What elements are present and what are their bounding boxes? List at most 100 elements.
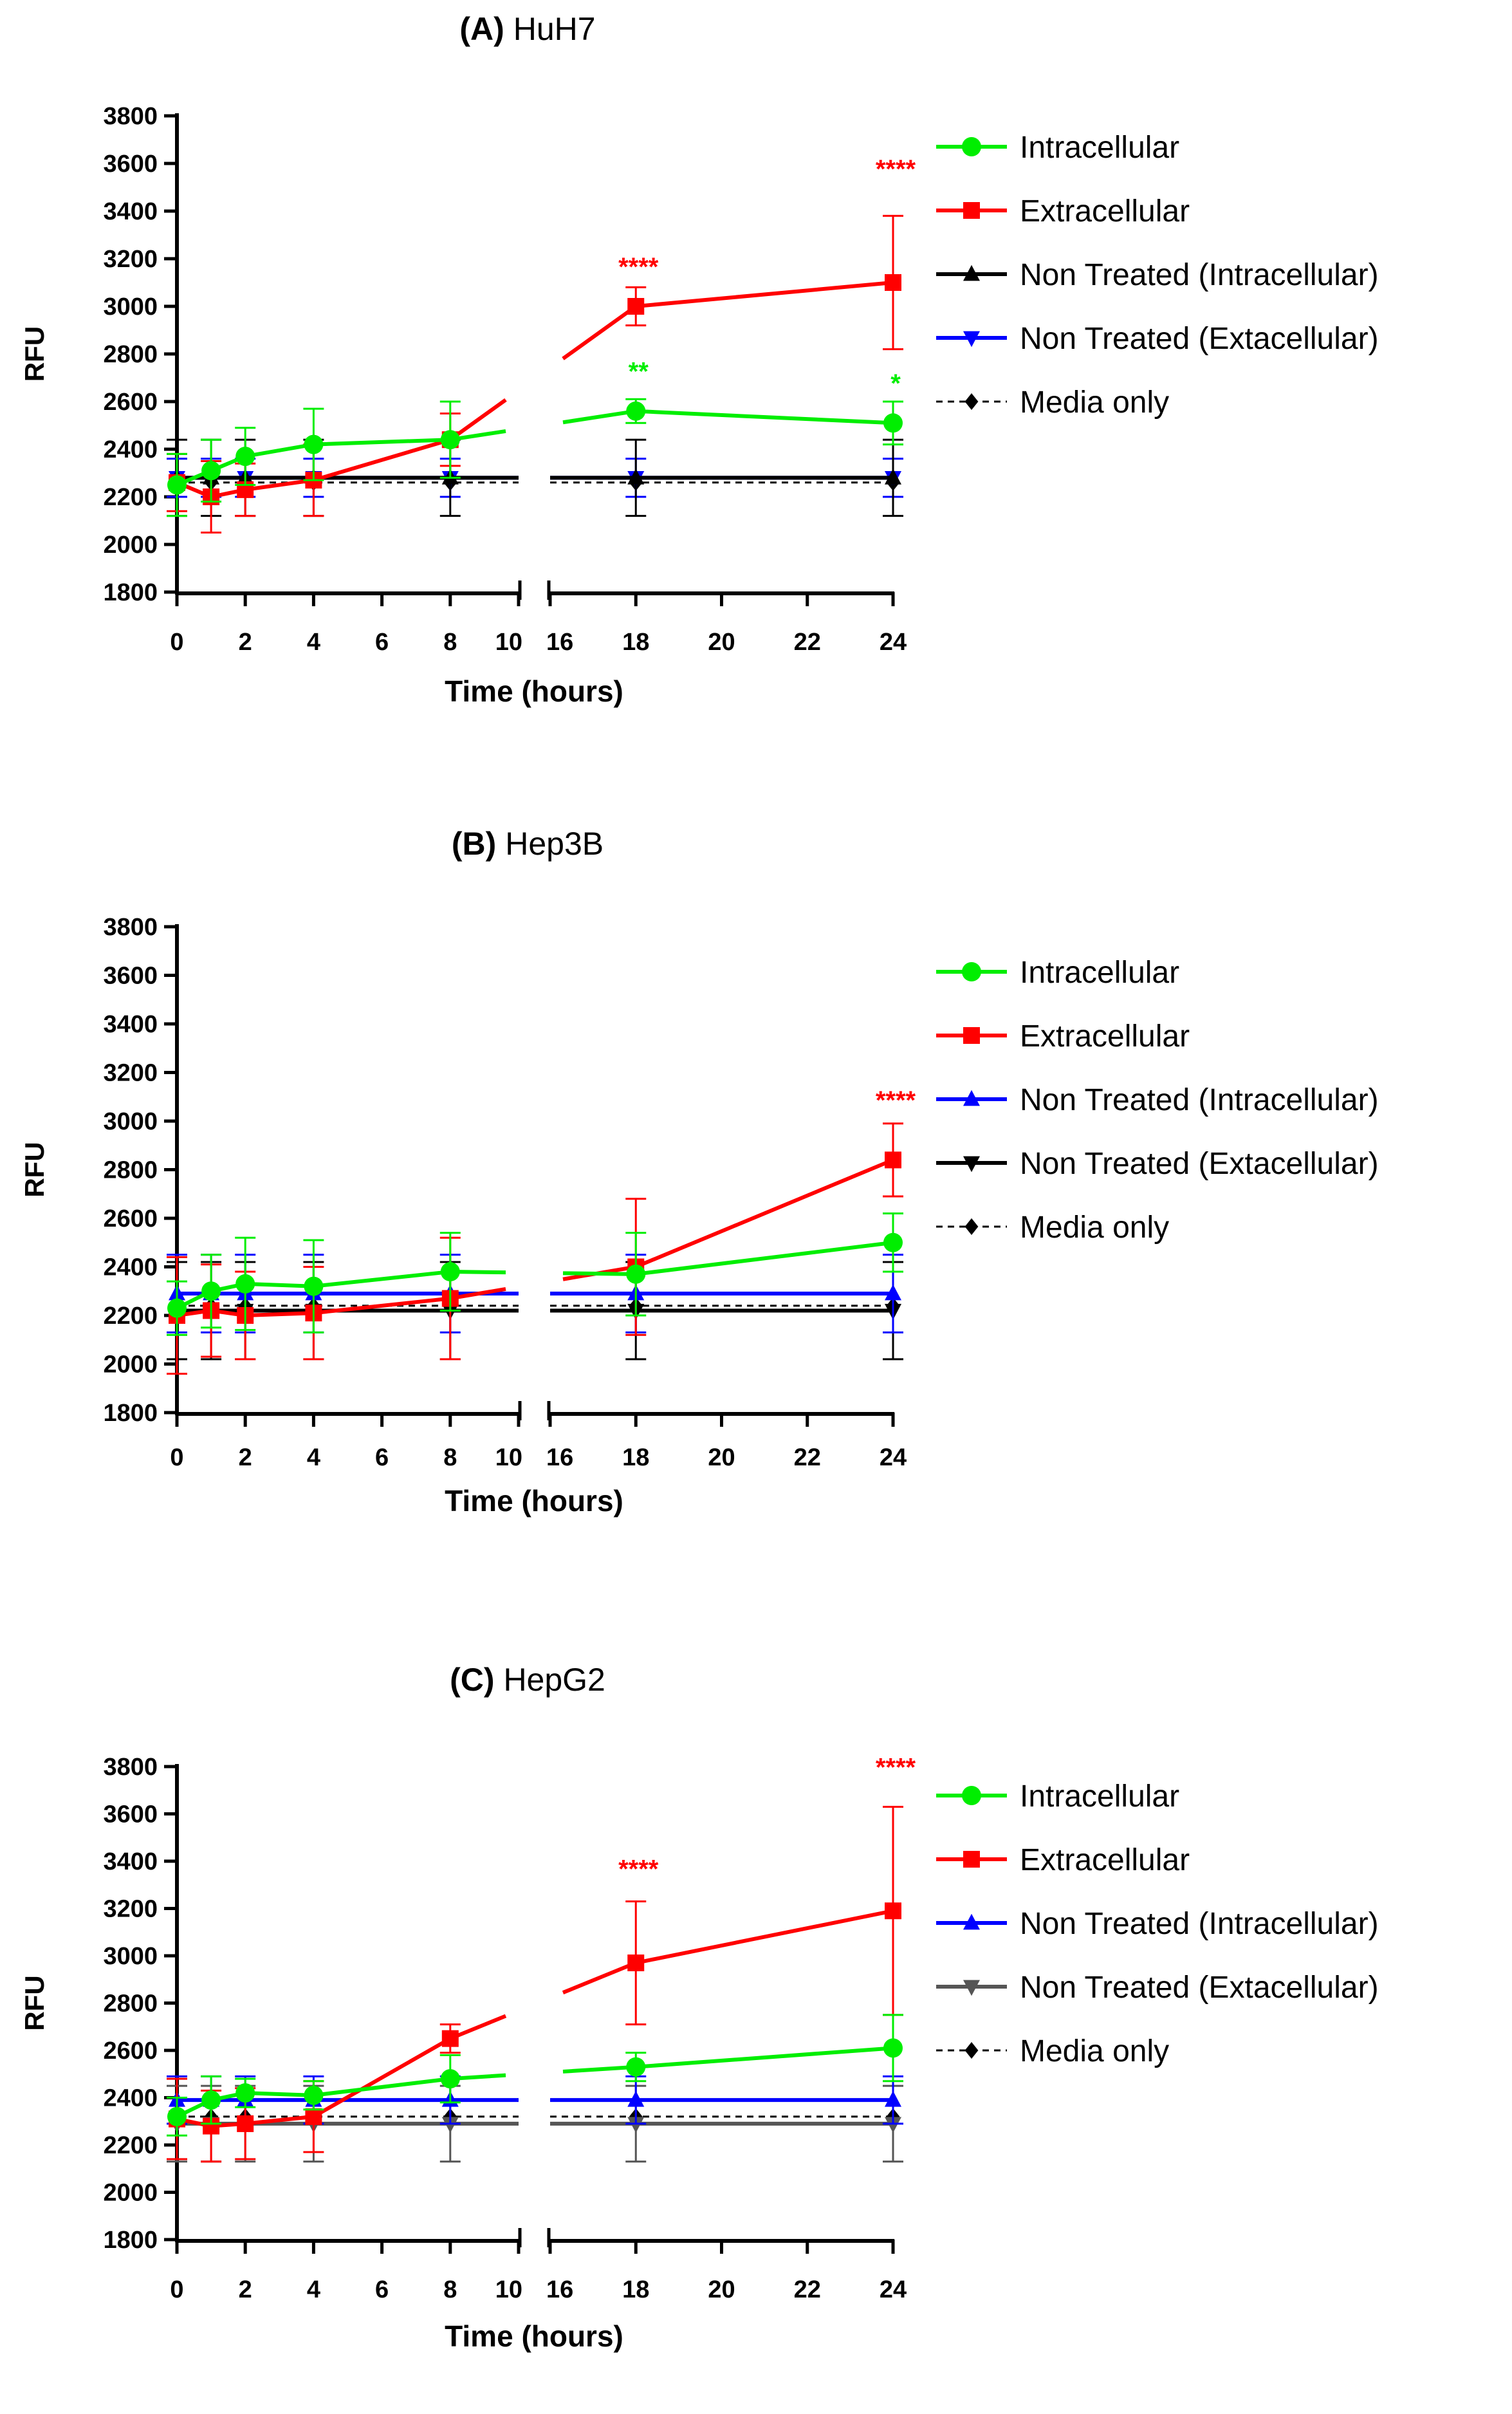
series-2 — [167, 1254, 903, 1333]
data-point — [440, 2069, 460, 2089]
data-point — [885, 274, 901, 291]
significance-label: * — [890, 369, 901, 398]
x-tick-label: 20 — [708, 629, 735, 656]
panel-label: (A) — [459, 11, 504, 47]
data-point — [627, 2090, 645, 2107]
significance-label: **** — [876, 1086, 916, 1115]
legend-label: Non Treated (Intracellular) — [1020, 1907, 1379, 1941]
series-line — [562, 1271, 636, 1276]
legend-label: Media only — [1020, 2034, 1169, 2068]
legend-marker — [963, 202, 980, 219]
y-tick-label: 3600 — [103, 1801, 158, 1828]
series-2 — [167, 2075, 903, 2125]
data-point — [237, 2115, 254, 2132]
chart-panel-2: (C) HepG21800200022002400260028003000320… — [19, 1662, 1379, 2353]
significance-label: ** — [629, 358, 649, 386]
legend-marker — [963, 265, 980, 281]
chart-panel-0: (A) HuH718002000220024002600280030003200… — [19, 11, 1379, 708]
legend: Intracellular Extracellular Non Treated (I… — [936, 956, 1379, 1245]
x-tick-label: 24 — [880, 2276, 907, 2303]
series-line — [562, 409, 636, 425]
data-point — [201, 461, 221, 481]
data-point — [627, 1954, 645, 1972]
series-0 — [167, 398, 903, 517]
y-tick-label: 2800 — [103, 1991, 158, 2018]
y-tick-label: 1800 — [103, 579, 158, 606]
y-tick-label: 2800 — [103, 341, 158, 368]
data-point — [885, 469, 901, 485]
y-tick-label: 2200 — [103, 484, 158, 511]
y-tick-label: 3400 — [103, 198, 158, 225]
x-tick-label: 10 — [495, 1444, 522, 1471]
x-tick-label: 2 — [239, 1444, 252, 1471]
legend-label: Intracellular — [1020, 131, 1179, 165]
legend-marker — [962, 137, 981, 156]
x-tick-label: 2 — [239, 629, 252, 656]
x-tick-label: 16 — [546, 1444, 573, 1471]
y-tick-label: 2200 — [103, 1303, 158, 1330]
chart-title: (C) HepG2 — [450, 1662, 605, 1698]
series-line — [450, 1286, 506, 1301]
y-tick-label: 3600 — [103, 151, 158, 178]
legend-label: Extracellular — [1020, 1019, 1190, 1054]
panel-title: HuH7 — [513, 11, 596, 47]
data-point — [305, 2108, 322, 2125]
y-tick-label: 3400 — [103, 1848, 158, 1875]
series-line — [635, 1909, 894, 1965]
legend-label: Non Treated (Extacellular) — [1020, 1971, 1379, 2005]
panel-title: Hep3B — [505, 826, 604, 862]
y-tick-label: 2400 — [103, 1254, 158, 1281]
legend-marker — [963, 1090, 980, 1106]
x-tick-label: 20 — [708, 1444, 735, 1471]
x-tick-label: 6 — [375, 629, 389, 656]
y-tick-label: 3200 — [103, 246, 158, 273]
x-tick-label: 18 — [622, 629, 649, 656]
y-axis-label: RFU — [19, 326, 50, 382]
panel-label: (C) — [450, 1662, 494, 1698]
legend-label: Media only — [1020, 385, 1169, 420]
data-point — [627, 298, 645, 315]
y-tick-label: 3000 — [103, 1108, 158, 1135]
y-axis-label: RFU — [19, 1975, 50, 2030]
y-tick-label: 2800 — [103, 1157, 158, 1184]
legend-marker — [963, 1980, 980, 1996]
data-point — [885, 1151, 901, 1169]
chart-panel-1: (B) Hep3B1800200022002400260028003000320… — [19, 826, 1379, 1518]
y-tick-label: 3200 — [103, 1896, 158, 1923]
panel-title: HepG2 — [503, 1662, 605, 1698]
x-tick-label: 10 — [495, 2276, 522, 2303]
legend-marker — [963, 331, 980, 348]
data-point — [440, 1262, 460, 1282]
data-point — [235, 447, 255, 467]
series-line — [635, 1158, 894, 1269]
series-line — [562, 2065, 636, 2074]
significance-label: **** — [618, 253, 659, 281]
x-tick-label: 24 — [880, 1444, 907, 1471]
data-point — [626, 1264, 646, 1284]
data-point — [304, 2085, 324, 2105]
data-point — [440, 430, 460, 450]
y-tick-label: 2400 — [103, 2085, 158, 2112]
data-point — [885, 1284, 901, 1301]
y-tick-label: 2600 — [103, 389, 158, 416]
y-tick-label: 2000 — [103, 2180, 158, 2207]
legend-marker — [964, 1218, 979, 1235]
x-tick-label: 6 — [375, 1444, 389, 1471]
x-tick-label: 22 — [794, 2276, 821, 2303]
x-tick-label: 16 — [546, 2276, 573, 2303]
x-tick-label: 18 — [622, 1444, 649, 1471]
x-axis-label: Time (hours) — [445, 2319, 623, 2353]
series-line — [449, 398, 507, 441]
legend-marker — [963, 1156, 980, 1173]
series-line — [636, 2046, 894, 2069]
significance-label: **** — [618, 1855, 659, 1884]
x-tick-label: 16 — [546, 629, 573, 656]
legend-label: Extracellular — [1020, 194, 1190, 228]
data-point — [883, 2038, 903, 2058]
x-tick-label: 0 — [170, 1444, 183, 1471]
x-tick-label: 4 — [307, 1444, 320, 1471]
y-tick-label: 3000 — [103, 1943, 158, 1970]
x-tick-label: 22 — [794, 1444, 821, 1471]
legend: Intracellular Extracellular Non Treated (I… — [936, 131, 1379, 420]
